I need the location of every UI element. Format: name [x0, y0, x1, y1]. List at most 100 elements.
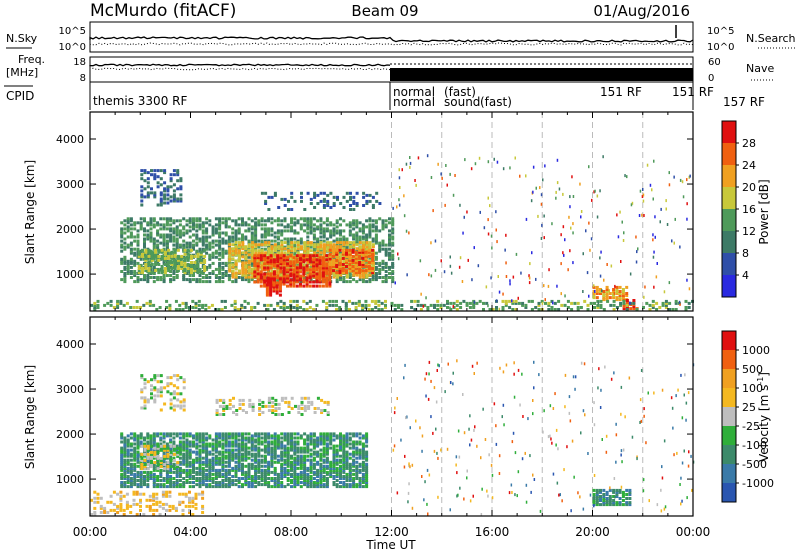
data-cell	[566, 299, 570, 303]
data-cell	[241, 233, 244, 237]
data-cell	[329, 235, 333, 239]
data-cell	[309, 434, 313, 438]
data-cell	[198, 247, 202, 251]
data-cell	[309, 460, 313, 464]
data-cell	[306, 483, 310, 487]
data-cell	[361, 237, 365, 241]
data-cell	[250, 475, 254, 478]
data-cell	[290, 460, 293, 464]
data-cell	[483, 226, 486, 230]
data-cell	[175, 479, 179, 482]
data-cell	[192, 219, 195, 223]
cpid-fast-2: (fast)	[480, 95, 512, 109]
data-cell	[273, 446, 277, 450]
data-cell	[318, 272, 322, 276]
data-cell	[637, 247, 639, 251]
data-cell	[195, 450, 199, 454]
data-cell	[178, 475, 182, 478]
data-cell	[192, 223, 195, 227]
data-cell	[599, 303, 603, 307]
data-cell	[172, 278, 176, 282]
data-cell	[674, 299, 678, 303]
data-cell	[322, 204, 326, 207]
data-cell	[322, 221, 326, 225]
data-cell	[221, 261, 225, 265]
data-cell	[152, 280, 156, 284]
data-cell	[263, 448, 267, 452]
data-cell	[596, 194, 599, 198]
data-cell	[234, 444, 238, 448]
data-cell	[555, 196, 557, 200]
data-cell	[251, 259, 255, 263]
data-cell	[302, 254, 306, 258]
data-cell	[357, 303, 361, 307]
data-cell	[371, 278, 375, 282]
data-cell	[315, 276, 319, 280]
data-cell	[358, 237, 362, 241]
data-cell	[345, 269, 348, 273]
data-cell	[368, 199, 372, 203]
data-cell	[595, 288, 599, 291]
data-cell	[247, 261, 251, 265]
data-cell	[305, 301, 309, 305]
data-cell	[254, 448, 258, 452]
data-cell	[599, 292, 602, 295]
data-cell	[159, 432, 163, 436]
data-cell	[260, 217, 264, 221]
data-cell	[244, 247, 248, 251]
data-cell	[405, 162, 408, 166]
data-cell	[244, 442, 248, 446]
data-cell	[169, 468, 173, 472]
data-cell	[198, 483, 202, 487]
data-cell	[293, 440, 297, 444]
data-cell	[325, 227, 329, 231]
data-cell	[344, 306, 348, 309]
data-cell	[221, 432, 225, 436]
data-cell	[293, 243, 297, 247]
data-cell	[169, 233, 173, 237]
data-cell	[374, 251, 378, 255]
data-cell	[368, 253, 372, 257]
data-cell	[254, 452, 258, 456]
data-cell	[218, 263, 222, 267]
data-cell	[625, 292, 629, 295]
data-cell	[673, 175, 675, 179]
data-cell	[280, 468, 284, 472]
data-cell	[560, 262, 562, 266]
data-cell	[409, 161, 412, 165]
data-cell	[157, 269, 161, 273]
data-cell	[312, 254, 316, 258]
data-cell	[231, 227, 235, 231]
data-cell	[201, 479, 205, 482]
data-cell	[175, 239, 179, 243]
data-cell	[406, 273, 408, 277]
data-cell	[348, 231, 352, 235]
data-cell	[185, 231, 189, 235]
data-cell	[286, 237, 290, 241]
data-cell	[341, 299, 345, 303]
data-cell	[537, 301, 541, 305]
data-cell	[358, 250, 362, 254]
data-cell	[250, 448, 254, 452]
data-cell	[339, 466, 342, 470]
data-cell	[251, 271, 255, 275]
data-cell	[286, 258, 289, 262]
data-cell	[273, 436, 277, 440]
data-cell	[133, 450, 137, 454]
data-cell	[293, 245, 297, 249]
data-cell	[136, 221, 140, 225]
data-cell	[126, 444, 130, 448]
data-cell	[133, 259, 137, 263]
data-cell	[178, 442, 182, 446]
data-cell	[129, 477, 133, 480]
data-cell	[205, 280, 209, 284]
data-cell	[319, 464, 323, 468]
data-cell	[358, 278, 362, 282]
data-cell	[371, 229, 375, 233]
data-cell	[178, 223, 182, 227]
data-cell	[199, 252, 203, 256]
data-cell	[283, 436, 287, 440]
data-cell	[316, 454, 320, 458]
data-cell	[302, 268, 306, 272]
data-cell	[270, 446, 274, 450]
